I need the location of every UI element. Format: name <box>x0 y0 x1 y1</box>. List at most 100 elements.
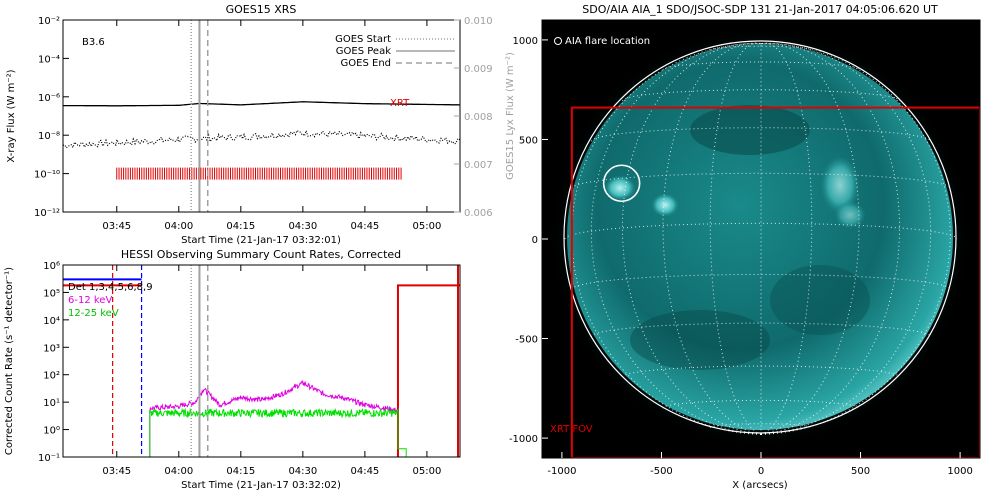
goes-ytick-label: 10⁻⁴ <box>38 54 60 65</box>
hessi-ytick-label: 10³ <box>43 343 60 354</box>
goes-xtick-label: 04:30 <box>288 221 317 232</box>
goes-legend: GOES Start GOES Peak GOES End <box>335 34 455 69</box>
longitude-line <box>760 43 951 435</box>
latitude-line <box>662 61 860 70</box>
hessi-ytick-label: 10⁰ <box>43 426 60 437</box>
hessi-ytick-label: 10¹ <box>43 398 60 409</box>
goes-ytick-label: 10⁻⁶ <box>38 93 60 104</box>
hessi-ytick-label: 10⁵ <box>43 288 60 299</box>
active-region-east-2 <box>651 193 679 217</box>
hessi-panel: HESSI Observing Summary Count Rates, Cor… <box>4 248 461 491</box>
goes-plot-area <box>63 20 460 212</box>
goes-ylabel: X-ray Flux (W m⁻²) <box>6 69 17 162</box>
goes-legend-start: GOES Start <box>335 34 391 45</box>
aia-axes: -1000 -500 0 500 1000 1000 500 0 -500 -1000 <box>509 36 973 477</box>
goes-axes: 03:45 04:00 04:15 04:30 04:45 05:00 10⁻² 10⁻⁴ 10… <box>34 16 493 232</box>
aia-ytick-label: 0 <box>532 235 538 246</box>
sun-disk <box>567 44 953 430</box>
goes-xtick-label: 03:45 <box>102 221 131 232</box>
goes-y2tick-label: 0.006 <box>464 208 493 219</box>
goes-ytick-label: 10⁻¹⁰ <box>34 170 60 181</box>
goes-y2tick-label: 0.009 <box>464 64 493 75</box>
goes-ytick-label: 10⁻² <box>38 16 60 27</box>
active-region-west-2 <box>834 201 866 229</box>
goes-series-long <box>63 101 460 107</box>
hessi-ytick-label: 10⁻¹ <box>38 453 60 464</box>
hessi-xtick-label: 04:45 <box>350 466 379 477</box>
hessi-xlabel: Start Time (21-Jan-17 03:32:02) <box>181 480 341 491</box>
goes-xtick-label: 04:15 <box>226 221 255 232</box>
hessi-legend: Det 1,3,4,5,6,8,9 6-12 keV 12-25 keV <box>68 282 153 319</box>
active-region-east <box>604 175 636 201</box>
goes-xtick-label: 05:00 <box>413 221 442 232</box>
hessi-xtick-label: 05:00 <box>413 466 442 477</box>
goes-y2tick-label: 0.008 <box>464 112 493 123</box>
goes-series-short <box>63 128 460 150</box>
hessi-plot-area <box>63 265 460 457</box>
active-regions <box>604 105 870 370</box>
aia-ytick-label: 500 <box>519 135 538 146</box>
aia-xlabel: X (arcsecs) <box>732 480 788 491</box>
aia-xtick-label: -1000 <box>547 466 576 477</box>
dark-region-1 <box>690 105 810 155</box>
goes-legend-end: GOES End <box>341 58 391 69</box>
goes-legend-peak: GOES Peak <box>336 46 391 57</box>
latitude-line <box>662 399 860 409</box>
red-step-right <box>396 284 460 457</box>
aia-image-panel: SDO/AIA AIA_1 SDO/JSOC-SDP 131 21-Jan-20… <box>509 3 981 491</box>
longitude-line <box>662 42 762 435</box>
hessi-xtick-label: 04:15 <box>226 466 255 477</box>
goes-xtick-label: 04:00 <box>164 221 193 232</box>
aia-title: SDO/AIA AIA_1 SDO/JSOC-SDP 131 21-Jan-20… <box>582 3 938 16</box>
goes-title: GOES15 XRS <box>226 3 297 16</box>
goes-xlabel: Start Time (21-Jan-17 03:32:01) <box>181 235 341 246</box>
hessi-ytick-label: 10⁶ <box>43 261 60 272</box>
goes-y2tick-label: 0.010 <box>464 16 493 27</box>
goes-y2label: GOES15 Lyx Flux (W m⁻²) <box>505 52 516 180</box>
hessi-axes: 03:45 04:00 04:15 04:30 04:45 05:00 10⁶ 10⁵ 10⁴ 1… <box>38 261 441 477</box>
hessi-legend-6-12: 6-12 keV <box>68 295 112 306</box>
goes-annotation: B3.6 <box>82 37 105 48</box>
xrt-observation-ticks <box>116 167 402 180</box>
hessi-title: HESSI Observing Summary Count Rates, Cor… <box>121 248 401 261</box>
hessi-ytick-label: 10² <box>43 371 60 382</box>
latitude-line <box>590 127 932 142</box>
aia-image: XRT FOV AIA flare location <box>542 20 980 458</box>
goes-xtick-label: 04:45 <box>350 221 379 232</box>
hessi-plot-frame <box>62 264 461 458</box>
aia-xtick-label: 0 <box>758 466 764 477</box>
hessi-ytick-label: 10⁴ <box>43 316 60 327</box>
aia-legend: AIA flare location <box>554 36 650 47</box>
aia-xtick-label: -500 <box>650 466 673 477</box>
aia-ytick-label: -1000 <box>509 434 538 445</box>
longitude-line <box>760 42 860 435</box>
aia-ytick-label: 1000 <box>513 36 538 47</box>
active-region-west <box>820 155 860 215</box>
goes-ytick-label: 10⁻⁸ <box>38 131 60 142</box>
hessi-xtick-label: 04:30 <box>288 466 317 477</box>
aia-xtick-label: 1000 <box>947 466 972 477</box>
hessi-xtick-label: 04:00 <box>164 466 193 477</box>
hessi-series-12-25-keV <box>149 407 407 457</box>
limb-circle <box>563 40 957 434</box>
goes-xrs-panel: GOES15 XRS 03:45 04:00 04:15 04:30 04:45 05:0… <box>6 3 516 246</box>
hessi-series-6-12-keV <box>149 380 399 457</box>
aia-xtick-label: 500 <box>851 466 870 477</box>
xrt-fov-label: XRT FOV <box>550 424 593 435</box>
goes-xrt-label: XRT <box>390 98 410 109</box>
hessi-legend-det: Det 1,3,4,5,6,8,9 <box>68 282 153 293</box>
goes-ytick-label: 10⁻¹² <box>34 208 60 219</box>
aia-ytick-label: -500 <box>515 335 538 346</box>
goes-plot-frame <box>62 19 461 213</box>
latitude-line <box>590 322 932 337</box>
flare-location-circle <box>602 164 641 203</box>
dark-region-3 <box>770 265 870 335</box>
dark-region-2 <box>630 310 770 370</box>
goes-y2tick-label: 0.007 <box>464 160 493 171</box>
hessi-xtick-label: 03:45 <box>102 466 131 477</box>
latitude-line <box>564 222 958 240</box>
hessi-ylabel: Corrected Count Rate (s⁻¹ detector⁻¹) <box>4 267 15 455</box>
hessi-legend-12-25: 12-25 keV <box>68 308 119 319</box>
aia-legend-label: AIA flare location <box>565 36 650 47</box>
